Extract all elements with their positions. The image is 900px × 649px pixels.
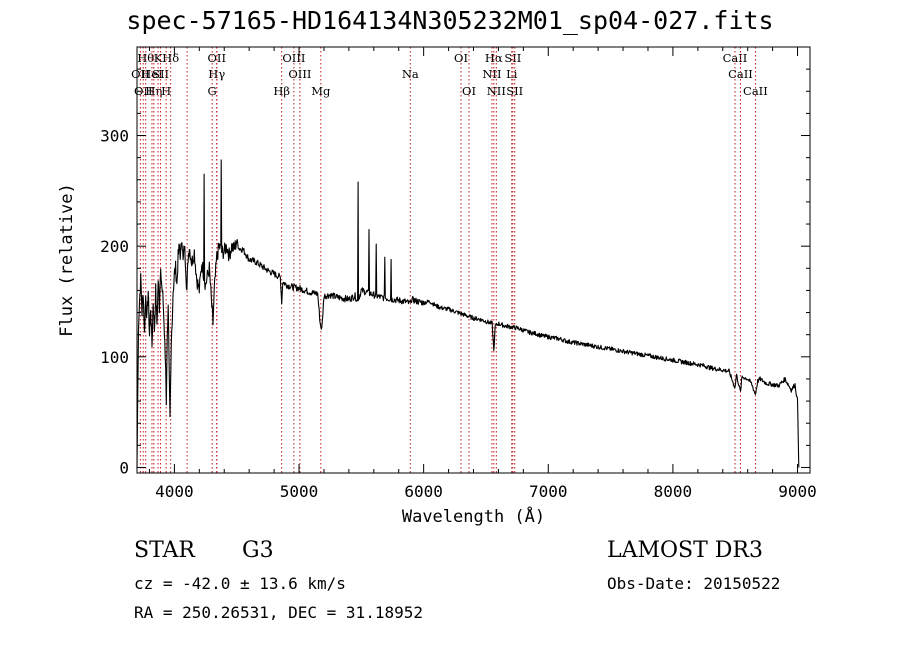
line-marker-label-12: Hγ bbox=[208, 67, 225, 81]
object-class: STAR bbox=[134, 538, 195, 563]
line-marker-label-6: SII bbox=[152, 67, 169, 81]
y-tick-label-0: 0 bbox=[119, 458, 129, 477]
line-marker-label-11: OII bbox=[208, 51, 227, 65]
line-marker-label-10: G bbox=[208, 84, 217, 98]
line-marker-label-26: CaII bbox=[723, 51, 748, 65]
coordinates: RA = 250.26531, DEC = 31.18952 bbox=[134, 603, 423, 622]
plot-frame bbox=[136, 46, 811, 474]
y-tick-label-1: 100 bbox=[100, 348, 129, 367]
obs-date: Obs-Date: 20150522 bbox=[607, 574, 781, 593]
x-tick-label-3: 7000 bbox=[529, 482, 568, 501]
line-marker-label-22: NII bbox=[487, 84, 506, 98]
chart-title: spec-57165-HD164134N305232M01_sp04-027.f… bbox=[126, 6, 774, 35]
survey-name: LAMOST DR3 bbox=[607, 538, 763, 563]
x-tick-label-5: 9000 bbox=[778, 482, 817, 501]
spectrum-trace bbox=[136, 159, 800, 468]
x-tick-label-4: 8000 bbox=[654, 482, 693, 501]
line-marker-label-24: SII bbox=[504, 51, 521, 65]
line-marker-label-3: HeI bbox=[141, 67, 162, 81]
line-marker-label-0: OII bbox=[131, 67, 150, 81]
line-marker-label-8: Hδ bbox=[162, 51, 179, 65]
line-marker-label-21: Hα bbox=[485, 51, 503, 65]
x-axis-label: Wavelength (Å) bbox=[402, 505, 545, 527]
line-marker-label-23: Li bbox=[506, 67, 518, 81]
line-marker-label-7: H bbox=[161, 84, 171, 98]
x-tick-label-2: 6000 bbox=[404, 482, 443, 501]
redshift-text: cz = -42.0 ± 13.6 km/s bbox=[134, 574, 346, 593]
y-axis-label: Flux (relative) bbox=[57, 183, 77, 337]
y-tick-label-2: 200 bbox=[100, 237, 129, 256]
line-marker-label-4: Hη bbox=[145, 84, 162, 98]
line-marker-label-15: OIII bbox=[288, 67, 311, 81]
line-marker-label-20: NII bbox=[482, 67, 501, 81]
line-marker-label-13: Hβ bbox=[273, 84, 290, 98]
line-marker-label-17: Na bbox=[402, 67, 419, 81]
line-marker-label-16: Mg bbox=[311, 84, 331, 98]
line-marker-label-1: OII bbox=[134, 84, 153, 98]
line-marker-label-28: CaII bbox=[743, 84, 768, 98]
line-marker-label-19: OI bbox=[462, 84, 476, 98]
line-marker-label-14: OIII bbox=[282, 51, 305, 65]
line-marker-label-5: K bbox=[154, 51, 163, 65]
line-marker-label-25: SII bbox=[506, 84, 523, 98]
x-tick-label-1: 5000 bbox=[280, 482, 319, 501]
object-subclass: G3 bbox=[242, 538, 274, 563]
x-tick-label-0: 4000 bbox=[155, 482, 194, 501]
line-marker-label-2: Hθ bbox=[137, 51, 154, 65]
line-marker-label-18: OI bbox=[454, 51, 468, 65]
line-marker-label-27: CaII bbox=[728, 67, 753, 81]
y-tick-label-3: 300 bbox=[100, 127, 129, 146]
